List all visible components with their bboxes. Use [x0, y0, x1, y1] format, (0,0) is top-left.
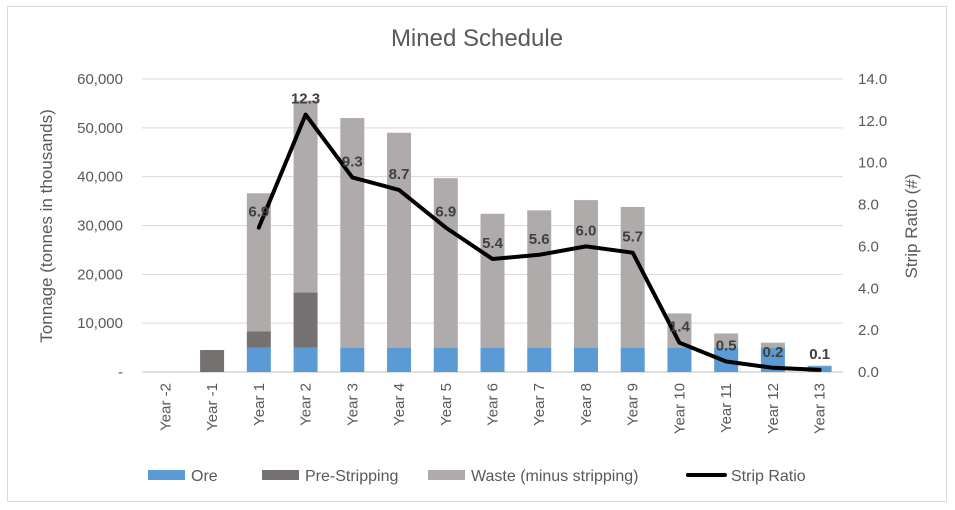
ore-bar	[340, 347, 365, 372]
ore-bar	[480, 347, 505, 372]
y2-tick-label: 8.0	[858, 197, 879, 214]
x-tick-label: Year 2	[298, 383, 315, 426]
x-tick-label: Year 1	[251, 383, 268, 426]
x-tick-label: Year 8	[578, 383, 595, 426]
y2-tick-label: 6.0	[858, 238, 879, 255]
strip-ratio-data-label: 9.3	[342, 153, 363, 170]
y-axis-title: Tonnage (tonnes in thousands)	[37, 109, 56, 342]
strip-ratio-data-label: 5.7	[622, 229, 643, 246]
waste-bar	[340, 118, 365, 348]
bar-series	[200, 100, 832, 372]
waste-bar	[387, 132, 412, 348]
pre-stripping-bar	[246, 331, 271, 348]
x-tick-label: Year 7	[531, 383, 548, 426]
waste-bar	[480, 213, 505, 348]
ore-bar	[620, 347, 645, 372]
waste-bar	[573, 200, 598, 348]
legend-label: Pre-Stripping	[305, 468, 398, 485]
ore-bar	[527, 347, 552, 372]
y2-axis-title: Strip Ratio (#)	[902, 174, 921, 279]
ore-bar	[387, 347, 412, 372]
x-tick-label: Year 6	[485, 383, 502, 426]
chart-frame	[7, 6, 947, 502]
y-tick-label: 40,000	[77, 169, 123, 186]
strip-ratio-data-label: 6.0	[576, 222, 597, 239]
chart-title: Mined Schedule	[391, 25, 563, 52]
y-tick-label: 60,000	[77, 71, 123, 88]
y2-tick-label: 12.0	[858, 113, 887, 130]
pre-stripping-bar	[293, 292, 318, 348]
ore-bar	[246, 347, 271, 372]
strip-ratio-data-label: 0.2	[762, 344, 783, 361]
legend: Ore Pre-Stripping Waste (minus stripping) S…	[148, 468, 806, 485]
waste-bar	[246, 193, 271, 332]
waste-bar	[293, 100, 318, 293]
x-tick-label: Year -1	[204, 383, 221, 431]
x-tick-label: Year 9	[625, 383, 642, 426]
ore-bar	[433, 347, 458, 372]
strip-ratio-data-label: 5.6	[529, 231, 550, 248]
x-tick-label: Year 12	[765, 383, 782, 434]
x-tick-label: Year 13	[812, 383, 829, 434]
strip-ratio-series: 6.9 12.3 9.3 8.7 6.9 5.4 5.6 6.0 5.7 1.4 0.5 0.2 0.1	[248, 91, 830, 372]
y2-tick-label: 4.0	[858, 280, 879, 297]
legend-swatch	[148, 470, 185, 480]
pre-stripping-bar	[200, 350, 225, 372]
strip-ratio-data-label: 12.3	[291, 91, 320, 108]
strip-ratio-data-label: 8.7	[389, 166, 410, 183]
legend-label: Waste (minus stripping)	[471, 468, 638, 485]
y2-tick-label: 14.0	[858, 71, 887, 88]
y-tick-label: -	[118, 364, 123, 381]
x-tick-label: Year 4	[391, 383, 408, 426]
legend-label: Ore	[191, 468, 218, 485]
waste-bar	[714, 333, 739, 348]
y2-axis-ticks: 0.0 2.0 4.0 6.0 8.0 10.0 12.0 14.0	[858, 71, 887, 381]
strip-ratio-data-label: 6.9	[248, 204, 269, 221]
y2-tick-label: 2.0	[858, 322, 879, 339]
legend-swatch	[428, 470, 465, 480]
x-tick-label: Year -2	[157, 383, 174, 431]
legend-label: Strip Ratio	[731, 468, 806, 485]
y2-tick-label: 0.0	[858, 364, 879, 381]
waste-bar	[620, 206, 645, 348]
x-axis-ticks: Year -2 Year -1 Year 1 Year 2 Year 3 Year 4 Ye…	[157, 383, 828, 434]
y-tick-label: 10,000	[77, 315, 123, 332]
y-axis-ticks: - 10,000 20,000 30,000 40,000 50,000 60,000	[77, 71, 123, 381]
y-tick-label: 20,000	[77, 266, 123, 283]
x-tick-label: Year 11	[718, 383, 735, 433]
y-tick-label: 50,000	[77, 120, 123, 137]
strip-ratio-data-label: 1.4	[669, 319, 691, 336]
waste-bar	[527, 210, 552, 348]
strip-ratio-data-label: 0.5	[716, 338, 737, 355]
ore-bar	[667, 347, 692, 372]
strip-ratio-line	[256, 112, 822, 372]
strip-ratio-data-label: 6.9	[435, 204, 456, 221]
waste-bar	[433, 178, 458, 348]
strip-ratio-data-label: 0.1	[809, 346, 830, 363]
x-tick-label: Year 3	[344, 383, 361, 426]
strip-ratio-data-label: 5.4	[482, 235, 504, 252]
x-tick-label: Year 10	[671, 383, 688, 434]
y-tick-label: 30,000	[77, 218, 123, 235]
ore-bar	[293, 347, 318, 372]
waste-bar	[760, 342, 785, 348]
ore-bar	[573, 347, 598, 372]
x-tick-label: Year 5	[438, 383, 455, 426]
y2-tick-label: 10.0	[858, 155, 887, 172]
legend-swatch	[262, 470, 299, 480]
